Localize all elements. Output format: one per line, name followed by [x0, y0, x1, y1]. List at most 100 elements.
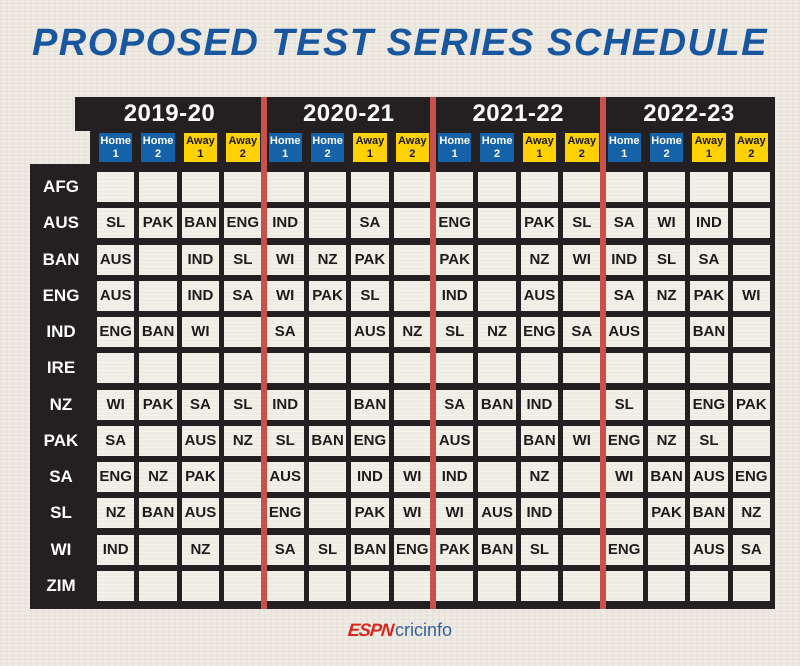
schedule-cell: NZ [97, 498, 135, 529]
schedule-cell: ENG [732, 462, 770, 493]
schedule-cell: AUS [520, 280, 559, 311]
schedule-cell: WI [605, 462, 643, 493]
team-label: NZ [49, 394, 73, 414]
schedule-cell: IND [520, 389, 559, 420]
table-row: SL NZ BAN AUS ENG PAK WI WI AUS IND PAK BAN NZ [30, 498, 775, 529]
column-header-line2: 1 [112, 147, 119, 160]
schedule-cell: SL [308, 534, 347, 565]
schedule-cell [563, 462, 601, 493]
column-header-away-2: Away 2 [565, 133, 599, 162]
team-label: AFG [43, 177, 79, 196]
schedule-cell: IND [436, 462, 474, 493]
schedule-cell [732, 353, 770, 384]
schedule-cell [563, 389, 601, 420]
column-header-line1: Away [186, 134, 215, 147]
column-header-line1: Away [228, 134, 258, 147]
table-row: PAK SA AUS NZ SL BAN ENG AUS BAN WI ENG NZ SL [30, 425, 775, 456]
schedule-cell: SA [97, 425, 135, 456]
schedule-cell [97, 570, 135, 601]
schedule-cell [605, 353, 643, 384]
schedule-cell [224, 462, 262, 493]
schedule-cell: ENG [605, 534, 643, 565]
schedule-cell: ENG [393, 534, 431, 565]
schedule-cell [732, 244, 770, 275]
schedule-cell: ENG [520, 317, 559, 348]
column-header-line1: Home [651, 134, 682, 147]
schedule-cell [690, 172, 728, 202]
schedule-cell [224, 353, 262, 384]
schedule-cell [308, 498, 347, 529]
schedule-cell: BAN [478, 389, 516, 420]
schedule-cell [351, 172, 389, 202]
column-header-away-1: Away 1 [522, 133, 557, 162]
schedule-cell [436, 570, 474, 601]
schedule-cell [139, 244, 177, 275]
schedule-cell: AUS [266, 462, 304, 493]
table-row: AUS SL PAK BAN ENG IND SA ENG PAK SL SA WI IND [30, 208, 775, 239]
schedule-cell: PAK [139, 389, 177, 420]
schedule-cell [478, 172, 516, 202]
schedule-cell: NZ [393, 317, 431, 348]
team-label: PAK [43, 430, 79, 450]
schedule-cell: SL [520, 534, 559, 565]
schedule-cell [393, 280, 431, 311]
column-header-line1: Home [481, 134, 513, 147]
schedule-cell: PAK [351, 244, 389, 275]
column-header-home-2: Home 2 [480, 133, 514, 162]
schedule-cell: SA [563, 317, 601, 348]
column-header-line2: 1 [366, 147, 373, 160]
schedule-cell: NZ [647, 280, 686, 311]
schedule-cell [224, 534, 262, 565]
schedule-cell [97, 353, 135, 384]
column-header-line1: Away [567, 134, 597, 147]
column-header-line2: 2 [155, 147, 162, 160]
schedule-cell [393, 208, 431, 239]
schedule-cell: PAK [351, 498, 389, 529]
schedule-cell: ENG [97, 317, 135, 348]
schedule-cell [520, 172, 559, 202]
schedule-cell: WI [393, 462, 431, 493]
schedule-cell: PAK [647, 498, 686, 529]
schedule-cell: WI [266, 280, 304, 311]
schedule-cell [647, 570, 686, 601]
schedule-cell: IND [351, 462, 389, 493]
schedule-cell: SA [605, 280, 643, 311]
schedule-cell [308, 172, 347, 202]
column-header-line2: 1 [197, 147, 204, 160]
schedule-cell [351, 570, 389, 601]
column-header-home-1: Home 1 [268, 133, 302, 162]
schedule-cell: PAK [139, 208, 177, 239]
schedule-cell: WI [97, 389, 135, 420]
schedule-cell: NZ [520, 244, 559, 275]
schedule-cell [520, 353, 559, 384]
season-label: 2020-21 [302, 100, 395, 127]
schedule-cell [181, 172, 220, 202]
table-row: IND ENG BAN WI SA AUS NZ SL NZ ENG SA AUS BAN [30, 317, 775, 348]
schedule-cell: AUS [181, 498, 220, 529]
season-label: 2022-23 [643, 100, 735, 127]
schedule-cell [732, 425, 770, 456]
schedule-cell [732, 172, 770, 202]
schedule-cell: SA [351, 208, 389, 239]
column-header-line1: Away [355, 134, 385, 147]
column-header-line1: Home [608, 134, 640, 147]
column-header-home-1: Home 1 [438, 133, 472, 162]
schedule-cell: SL [690, 425, 728, 456]
schedule-cell: ENG [351, 425, 389, 456]
schedule-cell: ENG [436, 208, 474, 239]
column-header-line2: 2 [663, 147, 670, 160]
table-row: WI IND NZ SA SL BAN ENG PAK BAN SL ENG AUS SA [30, 534, 775, 565]
team-label: ENG [42, 285, 80, 305]
column-header-home-2: Home 2 [649, 133, 684, 162]
schedule-cell: SL [224, 389, 262, 420]
schedule-cell: BAN [181, 208, 220, 239]
schedule-cell: PAK [520, 208, 559, 239]
column-header-line1: Away [525, 134, 554, 147]
schedule-cell: NZ [139, 462, 177, 493]
team-label: SL [50, 503, 72, 523]
schedule-cell [605, 172, 643, 202]
schedule-cell [647, 172, 686, 202]
schedule-cell: BAN [478, 534, 516, 565]
schedule-cell: BAN [690, 498, 728, 529]
schedule-cell [647, 317, 686, 348]
